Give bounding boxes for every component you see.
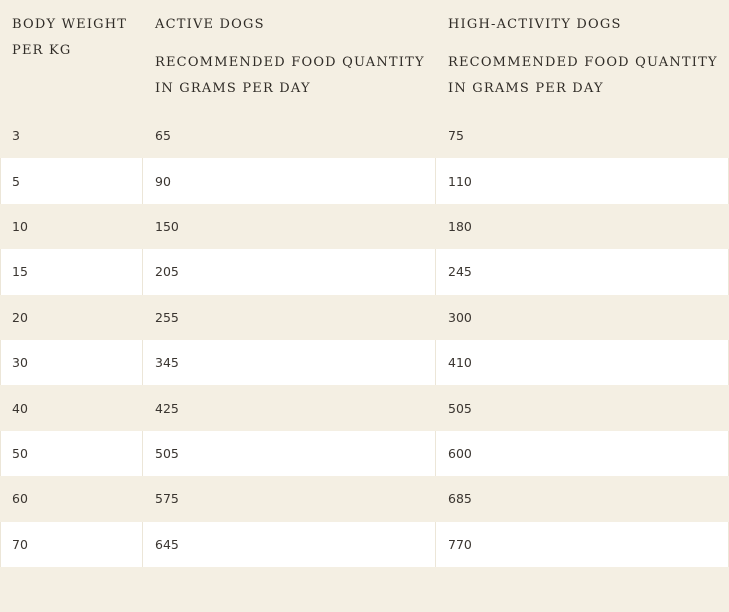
cell-active: 425 [155,400,179,416]
table-row: 10 150 180 [0,203,729,250]
table-row: 30 345 410 [0,339,729,386]
column-divider [435,158,436,204]
header-active-dogs: ACTIVE DOGS RECOMMENDED FOOD QUANTITY IN… [155,12,425,102]
column-divider [435,249,436,295]
cell-active: 645 [155,536,179,552]
table-body: 3 65 75 5 90 110 10 150 180 15 205 245 [0,113,729,612]
table-row: 50 505 600 [0,430,729,477]
cell-high: 75 [448,128,464,144]
header-body-weight-line2: PER KG [12,43,72,58]
column-divider [435,339,436,386]
column-divider [0,339,1,386]
header-high-activity-sub1: RECOMMENDED FOOD QUANTITY [448,55,718,70]
cell-active: 90 [155,173,171,189]
cell-high: 300 [448,309,472,325]
column-divider [142,339,143,386]
column-divider [0,249,1,295]
header-body-weight: BODY WEIGHT PER KG [12,12,127,64]
table-header: BODY WEIGHT PER KG ACTIVE DOGS RECOMMEND… [0,0,729,113]
column-divider [435,521,436,567]
table-row: 60 575 685 [0,476,729,522]
cell-weight: 70 [12,536,28,552]
cell-active: 150 [155,218,179,234]
cell-high: 245 [448,264,472,280]
header-high-activity-sub2: IN GRAMS PER DAY [448,81,604,96]
cell-weight: 60 [12,491,28,507]
cell-active: 575 [155,491,179,507]
cell-weight: 20 [12,309,28,325]
cell-high: 180 [448,218,472,234]
column-divider [142,521,143,567]
table-row: 70 645 770 [0,521,729,567]
cell-active: 205 [155,264,179,280]
table-row: 40 425 505 [0,385,729,431]
column-divider [0,430,1,477]
cell-active: 345 [155,355,179,371]
table-row: 5 90 110 [0,158,729,204]
cell-weight: 50 [12,445,28,461]
header-high-activity-dogs: HIGH-ACTIVITY DOGS RECOMMENDED FOOD QUAN… [448,12,718,102]
cell-active: 505 [155,445,179,461]
header-high-activity-title: HIGH-ACTIVITY DOGS [448,17,622,32]
column-divider [435,430,436,477]
column-divider [142,430,143,477]
cell-high: 685 [448,491,472,507]
header-active-dogs-sub1: RECOMMENDED FOOD QUANTITY [155,55,425,70]
cell-weight: 40 [12,400,28,416]
cell-active: 65 [155,128,171,144]
cell-active: 255 [155,309,179,325]
cell-high: 505 [448,400,472,416]
cell-high: 770 [448,536,472,552]
cell-weight: 10 [12,218,28,234]
cell-high: 410 [448,355,472,371]
cell-weight: 3 [12,128,20,144]
table-row: 20 255 300 [0,294,729,340]
column-divider [0,521,1,567]
header-body-weight-line1: BODY WEIGHT [12,17,128,32]
header-active-dogs-sub2: IN GRAMS PER DAY [155,81,311,96]
table-row-partial [0,566,729,612]
column-divider [142,249,143,295]
header-active-dogs-title: ACTIVE DOGS [155,17,265,32]
cell-weight: 30 [12,355,28,371]
cell-high: 110 [448,173,472,189]
table-row: 15 205 245 [0,249,729,295]
table-row: 3 65 75 [0,113,729,159]
cell-weight: 15 [12,264,28,280]
cell-high: 600 [448,445,472,461]
cell-weight: 5 [12,173,20,189]
column-divider [142,158,143,204]
column-divider [0,158,1,204]
